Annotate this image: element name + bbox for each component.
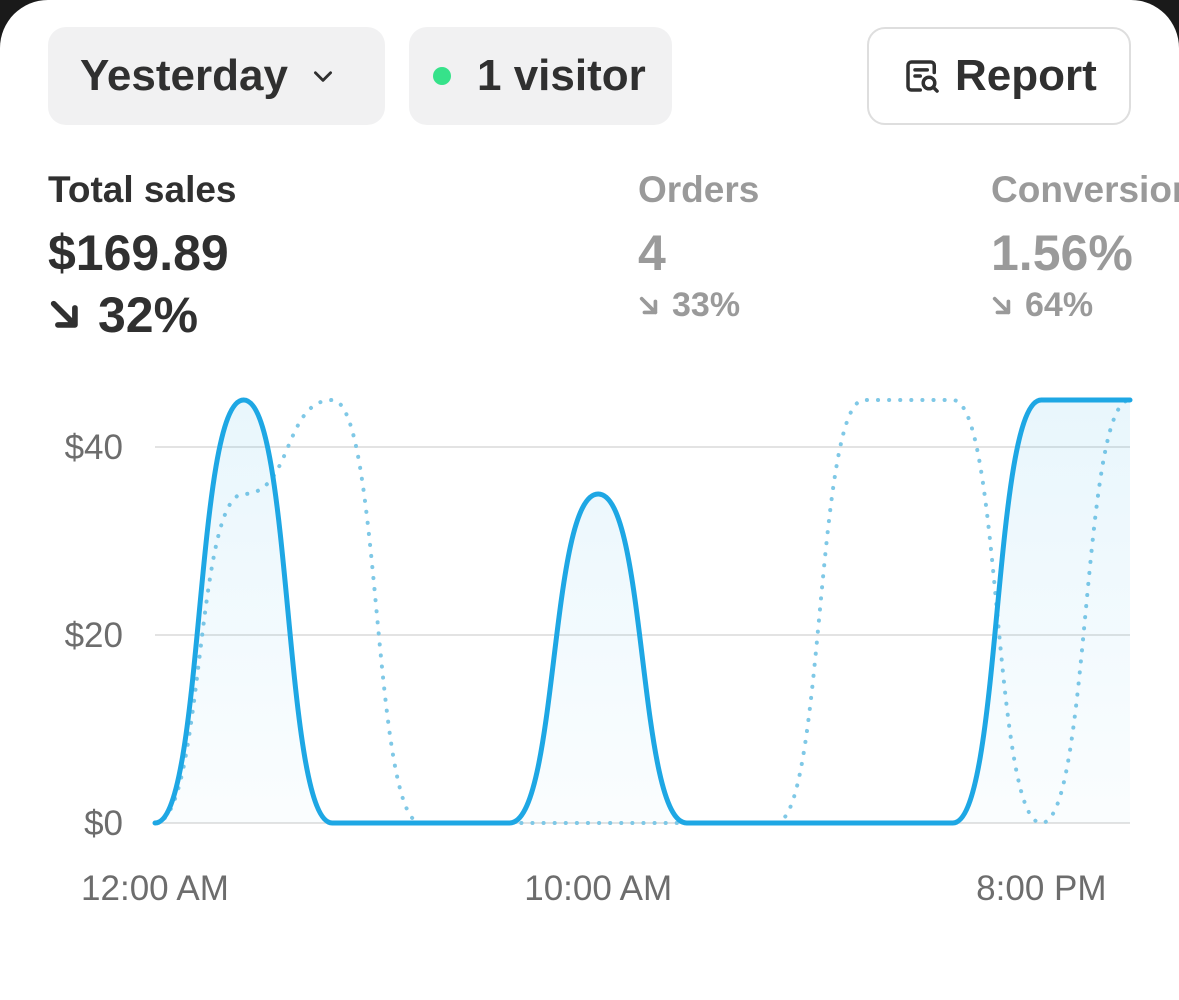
sales-chart: $0 $20 $40 12:00 AM 10:00 AM 8:00 PM	[65, 397, 1133, 908]
metric-value: 1.56%	[991, 225, 1133, 281]
x-tick-label: 8:00 PM	[976, 869, 1106, 908]
report-label: Report	[955, 51, 1097, 100]
series-line-current	[152, 397, 1133, 826]
metric-change: 64%	[991, 286, 1179, 325]
metric-label: Orders	[638, 169, 760, 210]
live-visitors-button[interactable]: 1 visitor	[409, 27, 672, 125]
report-button[interactable]: Report	[867, 27, 1131, 125]
arrow-down-right-icon	[50, 300, 78, 328]
period-dropdown[interactable]: Yesterday	[48, 27, 385, 125]
period-label: Yesterday	[80, 51, 288, 100]
metric-conversion-rate[interactable]: Conversion rate 1.56% 64%	[991, 168, 1179, 325]
metric-change-value: 64%	[1025, 286, 1094, 324]
y-tick-label: $40	[65, 428, 123, 467]
visitors-label: 1 visitor	[477, 51, 646, 100]
arrow-down-right-icon	[992, 296, 1011, 314]
series-area-fill	[155, 400, 1130, 823]
live-status-dot	[433, 67, 451, 85]
metric-value: 4	[638, 225, 666, 281]
metric-change-value: 32%	[98, 287, 199, 343]
x-tick-label: 12:00 AM	[81, 869, 229, 908]
metric-orders[interactable]: Orders 4 33%	[638, 168, 759, 325]
y-tick-label: $0	[84, 804, 123, 843]
y-tick-label: $20	[65, 616, 123, 655]
report-search-icon	[906, 60, 939, 93]
metric-change-value: 33%	[672, 286, 741, 324]
metric-label: Conversion rate	[991, 169, 1179, 210]
chevron-down-icon	[313, 71, 332, 82]
metric-total-sales[interactable]: Total sales $169.89 32%	[48, 168, 237, 344]
metric-value: $169.89	[48, 225, 229, 281]
x-tick-label: 10:00 AM	[524, 869, 672, 908]
metric-change: 32%	[48, 286, 237, 344]
metric-change: 33%	[638, 286, 759, 325]
arrow-down-right-icon	[639, 296, 658, 314]
metric-label: Total sales	[48, 169, 237, 210]
